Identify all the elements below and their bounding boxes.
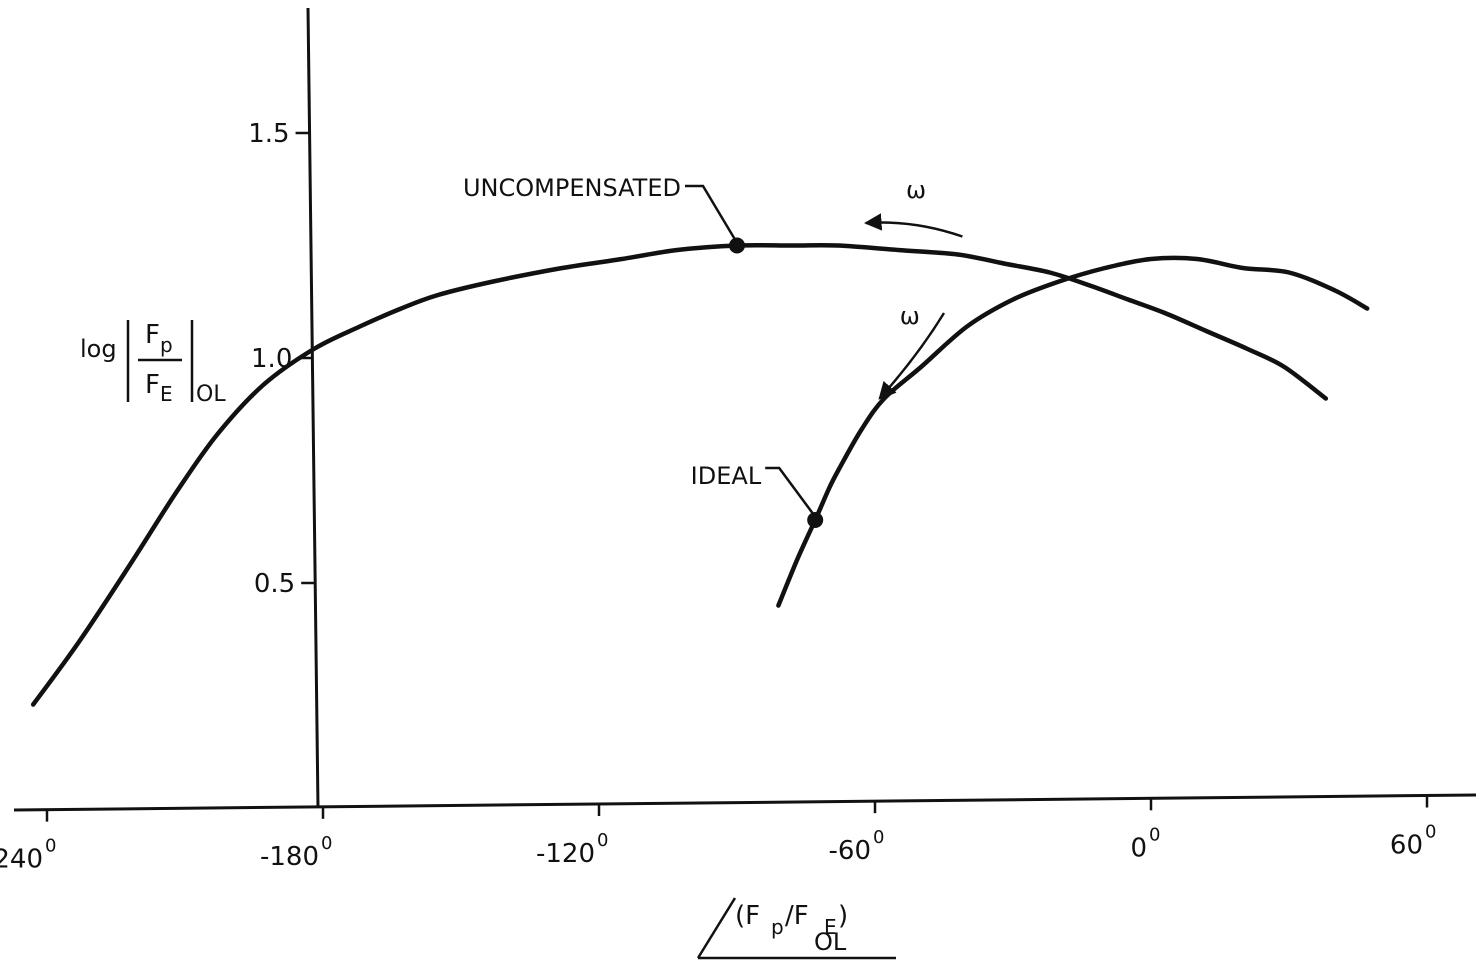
x-tick-label-degree: 0 [321, 833, 332, 854]
series-layer [30, 237, 1370, 707]
x-tick-label: -120 [536, 839, 595, 869]
y-label-numerator: F [145, 320, 160, 350]
series-marker-uncompensated [729, 237, 745, 254]
series-marker-ideal [807, 512, 824, 528]
axes [13, 7, 1476, 812]
angle-symbol [696, 897, 896, 960]
leader-ideal [765, 466, 815, 515]
x-label-suffix: OL [814, 928, 847, 956]
y-label-denominator-sub: E [160, 382, 173, 406]
y-label-prefix: log [80, 335, 117, 363]
x-tick-label-degree: 0 [597, 830, 608, 851]
x-axis-line [13, 793, 1476, 812]
y-axis-label: log F p F E OL [80, 320, 226, 407]
x-tick-label-degree: 0 [45, 836, 56, 857]
x-tick-label-degree: 0 [873, 827, 884, 848]
annotation-layer: UNCOMPENSATED IDEAL ω ω [463, 174, 963, 515]
x-axis-label: (F p /F E ) OL [696, 897, 896, 960]
x-label-close: ) [838, 901, 848, 931]
x-label-open: (F [735, 901, 760, 931]
x-tick-label-degree: 0 [1425, 822, 1436, 843]
y-tick-label: 1.5 [248, 119, 289, 149]
x-tick-label-degree: 0 [1149, 824, 1160, 845]
x-label-sub2: E [824, 915, 837, 939]
x-tick-label: -60 [829, 836, 871, 866]
x-tick-label: -240 [0, 845, 43, 875]
omega-arrow [864, 213, 963, 238]
annotation-ideal: IDEAL [691, 462, 762, 490]
omega-label: ω [906, 176, 926, 204]
y-tick-label: 0.5 [254, 569, 295, 599]
y-label-suffix: OL [196, 382, 226, 407]
x-tick-label: 0 [1130, 833, 1147, 863]
y-label-numerator-sub: p [160, 333, 173, 357]
omega-label: ω [900, 302, 920, 330]
x-tick-label: 60 [1390, 831, 1423, 861]
x-label-slash: /F [785, 901, 809, 931]
omega-arrow [878, 312, 946, 400]
y-ticks: 0.51.01.5 [248, 119, 316, 599]
series-line-ideal [776, 255, 1370, 608]
annotation-uncompensated: UNCOMPENSATED [463, 174, 681, 202]
x-label-sub1: p [771, 915, 784, 939]
series-line-uncompensated [30, 242, 1329, 707]
y-label-denominator: F [145, 370, 160, 400]
y-axis-line [306, 7, 320, 809]
x-tick-label: -180 [260, 842, 319, 872]
leader-uncompensated [685, 184, 737, 241]
